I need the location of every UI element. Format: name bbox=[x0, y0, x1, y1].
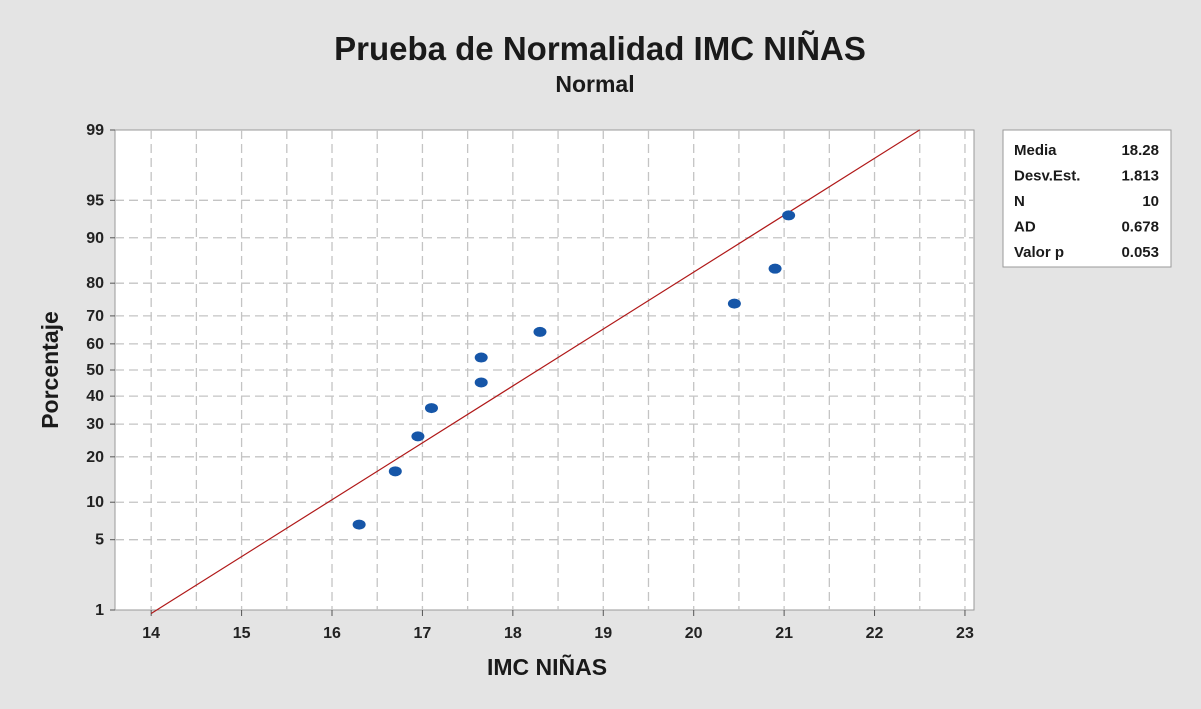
normal-fit-line bbox=[150, 129, 921, 615]
y-tick-label: 40 bbox=[86, 388, 104, 405]
x-tick-label: 19 bbox=[594, 625, 612, 642]
y-tick-label: 5 bbox=[95, 532, 104, 549]
data-point bbox=[388, 466, 402, 477]
data-point bbox=[424, 403, 438, 414]
grid bbox=[115, 130, 974, 610]
data-point bbox=[474, 377, 488, 388]
legend-stat-value: 18.28 bbox=[1121, 142, 1159, 159]
data-point bbox=[727, 298, 741, 309]
y-tick-label: 99 bbox=[86, 122, 104, 139]
x-tick-label: 15 bbox=[233, 625, 251, 642]
x-axis-label: IMC NIÑAS bbox=[487, 653, 607, 680]
legend-stat-label: AD bbox=[1014, 219, 1036, 236]
x-tick-label: 20 bbox=[685, 625, 703, 642]
y-tick-label: 60 bbox=[86, 336, 104, 353]
data-point bbox=[411, 431, 425, 442]
x-tick-label: 23 bbox=[956, 625, 974, 642]
y-tick-label: 20 bbox=[86, 449, 104, 466]
legend-stat-value: 0.053 bbox=[1121, 244, 1159, 261]
data-point bbox=[782, 210, 796, 221]
data-points bbox=[352, 210, 796, 530]
legend-stat-label: Media bbox=[1014, 142, 1057, 159]
chart-subtitle: Normal bbox=[555, 71, 634, 97]
x-tick-label: 14 bbox=[142, 625, 160, 642]
y-tick-label: 10 bbox=[86, 494, 104, 511]
data-point bbox=[533, 326, 547, 337]
y-tick-label: 70 bbox=[86, 308, 104, 325]
y-axis-label: Porcentaje bbox=[37, 311, 63, 429]
y-tick-label: 50 bbox=[86, 362, 104, 379]
fit-line-group bbox=[150, 129, 921, 615]
data-point bbox=[474, 352, 488, 363]
y-tick-label: 80 bbox=[86, 275, 104, 292]
legend-stat-label: N bbox=[1014, 193, 1025, 210]
x-tick-label: 17 bbox=[414, 625, 432, 642]
y-tick-label: 95 bbox=[86, 192, 104, 209]
y-tick-label: 1 bbox=[95, 602, 104, 619]
legend-stat-value: 0.678 bbox=[1121, 219, 1159, 236]
legend-stat-value: 10 bbox=[1142, 193, 1159, 210]
x-tick-label: 22 bbox=[866, 625, 884, 642]
x-tick-label: 16 bbox=[323, 625, 341, 642]
y-tick-label: 90 bbox=[86, 230, 104, 247]
data-point bbox=[352, 519, 366, 530]
data-point bbox=[768, 263, 782, 274]
legend-stat-label: Desv.Est. bbox=[1014, 168, 1080, 185]
stats-legend-box bbox=[1002, 129, 1172, 268]
y-tick-label: 30 bbox=[86, 416, 104, 433]
x-axis-ticks: 14 15 16 17 18 19 20 21 22 23 bbox=[142, 625, 974, 642]
x-tick-label: 18 bbox=[504, 625, 522, 642]
chart-title: Prueba de Normalidad IMC NIÑAS bbox=[334, 30, 866, 67]
legend-stat-label: Valor p bbox=[1014, 244, 1064, 261]
legend-stat-value: 1.813 bbox=[1121, 168, 1159, 185]
stats-legend: Media 18.28 Desv.Est. 1.813 N 10 AD 0.678 Valor … bbox=[1002, 129, 1172, 268]
y-axis-ticks: 1 5 10 20 30 40 50 60 70 80 90 95 99 bbox=[86, 122, 104, 619]
x-tick-label: 21 bbox=[775, 625, 793, 642]
